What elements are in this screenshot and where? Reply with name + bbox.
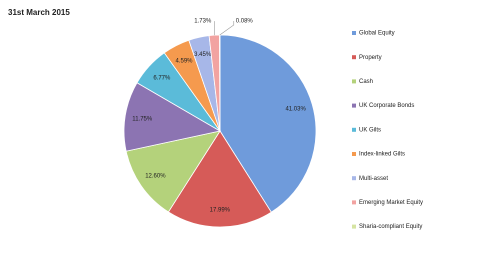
legend-marker	[352, 31, 356, 35]
data-label: 3.45%	[194, 52, 212, 58]
data-label: 17.99%	[210, 207, 231, 213]
pie-slice	[167, 130, 272, 228]
data-label: 4.59%	[176, 59, 194, 65]
legend-marker	[352, 176, 356, 181]
data-label: 1.73%	[194, 19, 212, 25]
pie-slice	[125, 130, 221, 213]
legend-marker	[352, 55, 356, 60]
leader-line	[219, 21, 235, 36]
data-label: 11.75%	[132, 116, 153, 122]
legend-marker	[352, 224, 356, 229]
pie-slice	[123, 82, 222, 152]
data-label: 12.60%	[145, 174, 166, 180]
legend-label: Multi-asset	[359, 176, 388, 182]
legend-label: Sharia-compliant Equity	[359, 224, 422, 230]
legend-marker	[352, 127, 356, 132]
data-label: 6.77%	[153, 76, 171, 82]
pie-slice	[219, 34, 317, 213]
data-label: 41.03%	[285, 107, 306, 113]
legend-marker	[352, 200, 356, 205]
chart-title: 31st March 2015	[8, 8, 70, 17]
legend-marker	[352, 152, 356, 156]
data-label: 0.08%	[236, 19, 254, 25]
legend-label: UK Corporate Bonds	[359, 103, 414, 109]
legend-label: Index-linked Gilts	[359, 152, 405, 158]
legend-marker	[352, 79, 356, 84]
legend-label: Global Equity	[359, 31, 395, 37]
legend-label: UK Gilts	[359, 127, 381, 133]
legend-label: Property	[359, 55, 382, 61]
legend-marker	[352, 103, 356, 108]
legend-label: Emerging Market Equity	[359, 200, 423, 206]
legend-label: Cash	[359, 79, 373, 85]
